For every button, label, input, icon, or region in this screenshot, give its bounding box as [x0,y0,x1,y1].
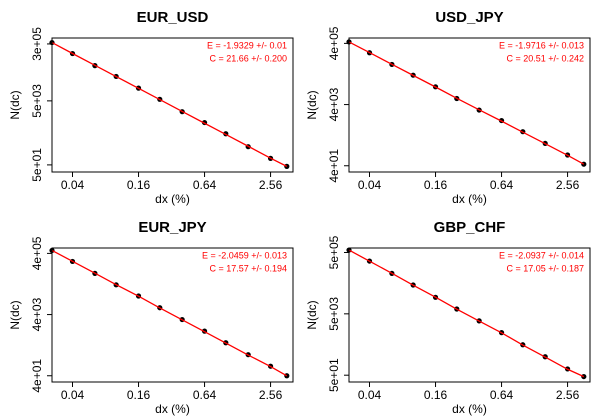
y-tick-label: 5e+01 [327,358,341,392]
x-axis-label: dx (%) [452,402,487,416]
panel-title: GBP_CHF [434,219,506,236]
y-tick-label: 4e+05 [327,26,341,60]
x-tick-label: 2.56 [556,388,580,402]
x-tick-label: 0.16 [127,388,151,402]
y-tick-label: 4e+05 [30,236,44,270]
plot-frame [348,37,591,173]
panel-title: USD_JPY [435,9,503,26]
y-tick-label: 4e+01 [327,149,341,183]
y-axis-label: N(dc) [8,90,22,119]
x-tick-label: 0.04 [61,178,85,192]
fit-line [51,249,288,377]
annotation: C = 17.05 +/- 0.187 [506,263,584,273]
y-tick-label: 5e+05 [327,235,341,269]
x-tick-label: 0.16 [424,178,448,192]
x-tick-label: 0.16 [424,388,448,402]
y-axis-label: N(dc) [8,300,22,329]
y-tick-label: 4e+01 [30,359,44,393]
x-tick-label: 0.04 [358,388,382,402]
annotation: C = 20.51 +/- 0.242 [506,53,584,63]
annotation: C = 21.66 +/- 0.200 [209,53,287,63]
annotation: E = -2.0937 +/- 0.014 [499,250,584,260]
annotation: C = 17.57 +/- 0.194 [209,263,287,273]
y-tick-label: 5e+01 [30,148,44,182]
panel-title: EUR_JPY [138,219,206,236]
x-tick-label: 0.64 [193,388,217,402]
x-tick-label: 0.64 [193,178,217,192]
plot-frame [348,247,591,383]
x-axis-label: dx (%) [452,192,487,206]
plot-frame [51,247,294,383]
y-tick-label: 5e+03 [30,84,44,118]
x-tick-label: 0.64 [490,388,514,402]
annotation: E = -2.0459 +/- 0.013 [202,250,287,260]
x-tick-label: 0.04 [358,178,382,192]
y-tick-label: 4e+03 [30,297,44,331]
fit-line [348,41,585,165]
plot-frame [51,37,294,173]
y-tick-label: 5e+03 [327,297,341,331]
y-tick-label: 3e+05 [30,27,44,61]
y-axis-label: N(dc) [305,90,319,119]
x-tick-label: 2.56 [259,388,283,402]
y-axis-label: N(dc) [305,300,319,329]
annotation: E = -1.9329 +/- 0.01 [207,40,287,50]
y-tick-label: 4e+03 [327,87,341,121]
fit-line [51,42,288,167]
x-tick-label: 2.56 [259,178,283,192]
x-axis-label: dx (%) [155,402,190,416]
x-tick-label: 0.64 [490,178,514,192]
x-tick-label: 0.04 [61,388,85,402]
fit-line [348,249,585,378]
panel-title: EUR_USD [137,9,209,26]
annotation: E = -1.9716 +/- 0.013 [499,40,584,50]
x-axis-label: dx (%) [155,192,190,206]
x-tick-label: 0.16 [127,178,151,192]
x-tick-label: 2.56 [556,178,580,192]
